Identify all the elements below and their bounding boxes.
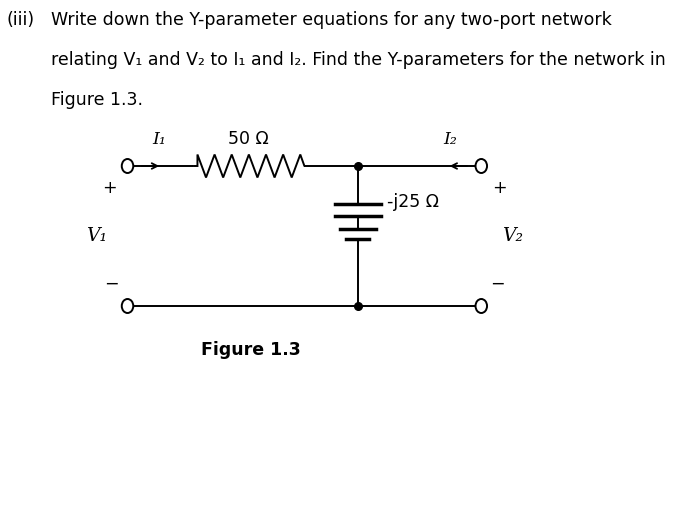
Text: (iii): (iii) [6, 11, 35, 29]
Text: Write down the Y-parameter equations for any two-port network: Write down the Y-parameter equations for… [51, 11, 612, 29]
Circle shape [475, 299, 487, 313]
Text: +: + [102, 179, 117, 197]
Text: I₁: I₁ [152, 131, 166, 148]
Text: -j25 Ω: -j25 Ω [387, 193, 438, 211]
Text: −: − [491, 275, 505, 293]
Text: 50 Ω: 50 Ω [228, 130, 269, 148]
Text: I₂: I₂ [443, 131, 457, 148]
Text: Figure 1.3.: Figure 1.3. [51, 91, 143, 109]
Text: Figure 1.3: Figure 1.3 [201, 341, 301, 359]
Text: relating V₁ and V₂ to I₁ and I₂. Find the Y-parameters for the network in: relating V₁ and V₂ to I₁ and I₂. Find th… [51, 51, 666, 69]
Text: +: + [492, 179, 507, 197]
Text: −: − [104, 275, 118, 293]
Text: V₁: V₁ [86, 227, 107, 245]
Circle shape [122, 159, 133, 173]
Circle shape [475, 159, 487, 173]
Circle shape [122, 299, 133, 313]
Text: V₂: V₂ [502, 227, 523, 245]
